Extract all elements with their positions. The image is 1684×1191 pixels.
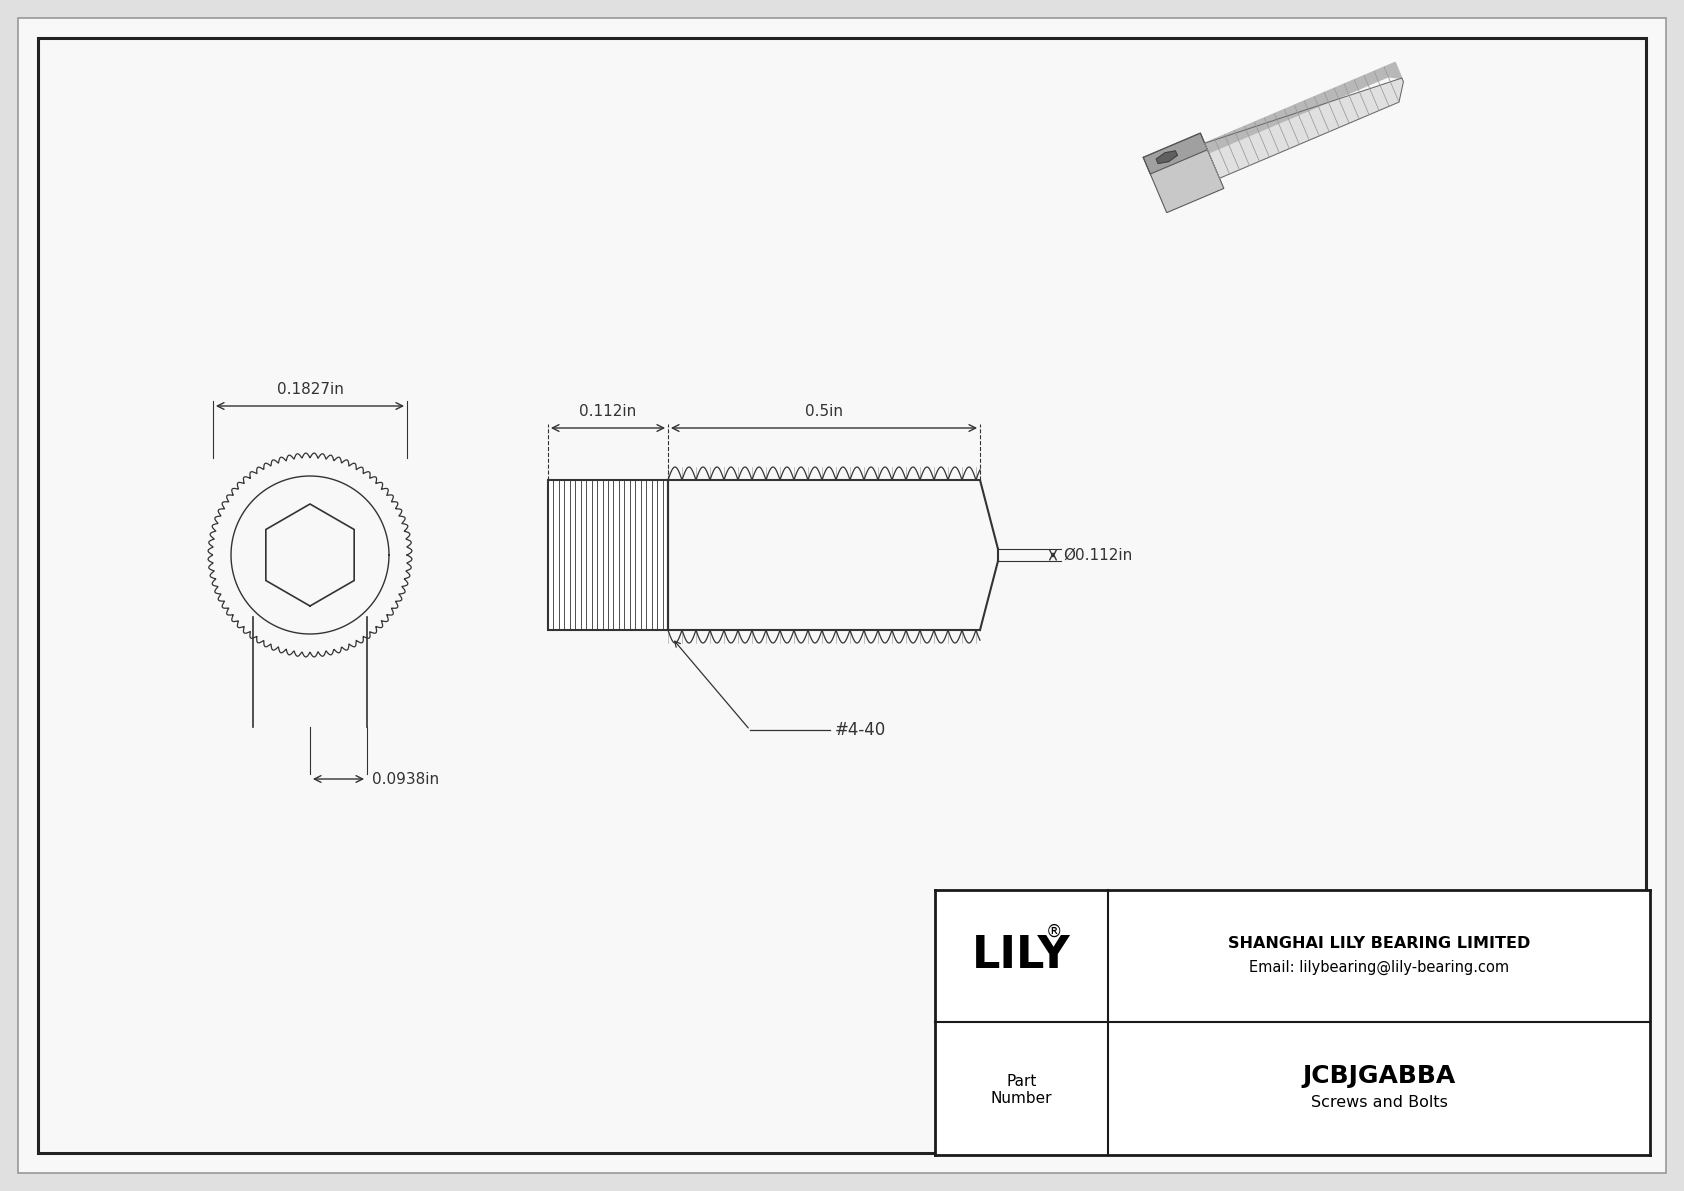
Text: 0.1827in: 0.1827in <box>276 382 344 397</box>
Polygon shape <box>1204 79 1403 179</box>
Text: Email: lilybearing@lily-bearing.com: Email: lilybearing@lily-bearing.com <box>1250 960 1509 974</box>
Bar <box>935 890 1650 1155</box>
Text: SHANGHAI LILY BEARING LIMITED: SHANGHAI LILY BEARING LIMITED <box>1228 935 1531 950</box>
Text: Number: Number <box>990 1091 1052 1106</box>
Text: Ø0.112in: Ø0.112in <box>1063 548 1132 562</box>
Polygon shape <box>1143 133 1207 174</box>
Text: JCBJGABBA: JCBJGABBA <box>1302 1065 1455 1089</box>
Text: 0.112in: 0.112in <box>579 404 637 419</box>
Text: Part: Part <box>1007 1074 1037 1089</box>
Text: Screws and Bolts: Screws and Bolts <box>1310 1095 1448 1110</box>
Text: 0.5in: 0.5in <box>805 404 844 419</box>
Polygon shape <box>1143 133 1224 213</box>
Text: #4-40: #4-40 <box>835 721 886 738</box>
Text: 0.0938in: 0.0938in <box>372 772 440 786</box>
Text: ®: ® <box>1046 923 1061 941</box>
Polygon shape <box>1204 62 1403 152</box>
Bar <box>547 480 669 630</box>
Text: LILY: LILY <box>972 935 1071 978</box>
Polygon shape <box>1157 151 1177 163</box>
